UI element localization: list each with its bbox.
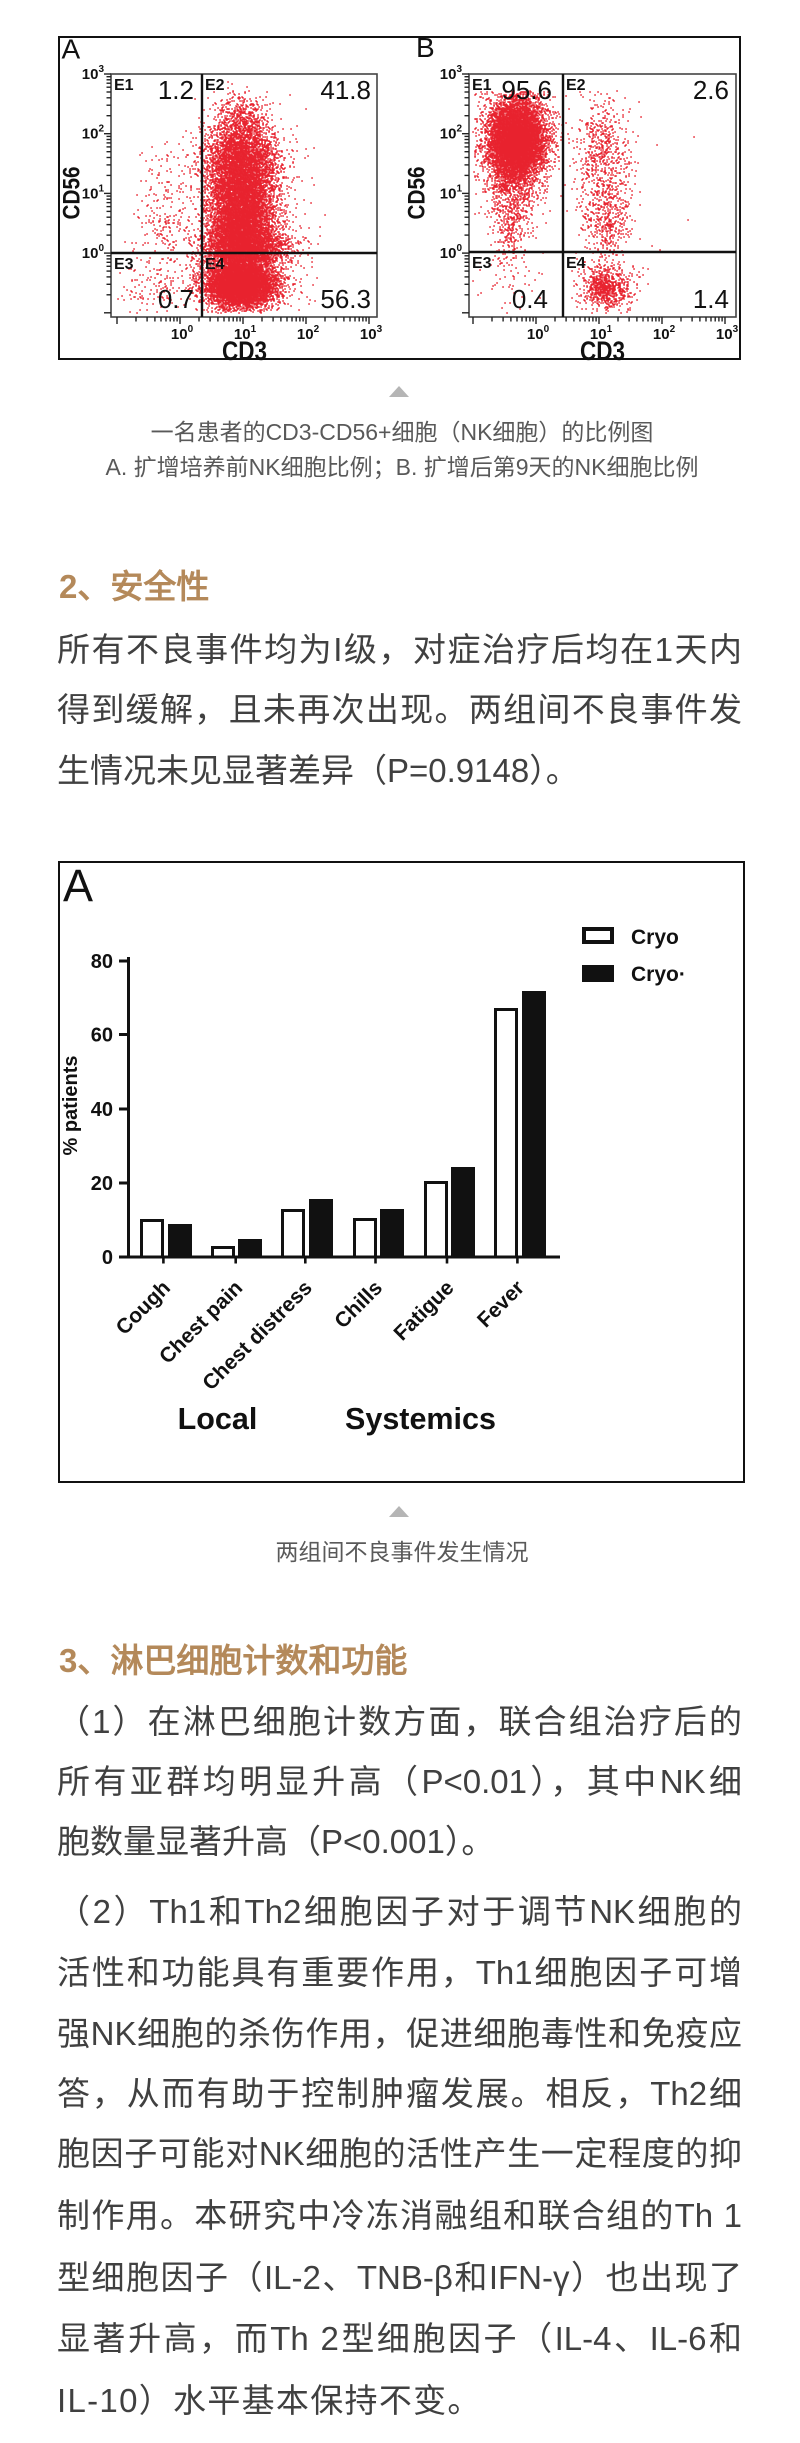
svg-text:CD3: CD3 <box>222 336 267 363</box>
svg-text:2.6: 2.6 <box>693 75 729 105</box>
svg-text:0.4: 0.4 <box>512 284 548 314</box>
svg-text:0: 0 <box>102 1247 113 1269</box>
svg-text:A: A <box>63 861 93 911</box>
svg-text:Cryo: Cryo <box>631 926 679 949</box>
svg-text:E3: E3 <box>472 255 492 272</box>
svg-text:1.4: 1.4 <box>693 284 729 314</box>
svg-text:40: 40 <box>91 1099 113 1121</box>
svg-text:B: B <box>416 34 435 63</box>
svg-text:E2: E2 <box>205 77 225 94</box>
svg-text:80: 80 <box>91 951 113 973</box>
svg-text:CD3: CD3 <box>580 336 625 363</box>
svg-text:E4: E4 <box>205 256 225 273</box>
svg-text:95.6: 95.6 <box>501 75 552 105</box>
svg-text:CD56: CD56 <box>59 167 86 220</box>
svg-text:CD56: CD56 <box>404 167 431 220</box>
svg-text:20: 20 <box>91 1173 113 1195</box>
svg-text:A: A <box>62 34 81 65</box>
svg-text:1.2: 1.2 <box>158 75 194 105</box>
svg-text:E1: E1 <box>114 77 134 94</box>
svg-text:E2: E2 <box>566 77 586 94</box>
svg-text:Systemics: Systemics <box>345 1402 496 1436</box>
svg-text:Local: Local <box>178 1402 258 1436</box>
svg-text:E3: E3 <box>114 256 134 273</box>
svg-text:E1: E1 <box>472 77 492 94</box>
svg-text:56.3: 56.3 <box>320 284 371 314</box>
svg-text:41.8: 41.8 <box>320 75 371 105</box>
svg-text:60: 60 <box>91 1025 113 1047</box>
svg-text:0.7: 0.7 <box>158 284 194 314</box>
svg-text:% patients: % patients <box>60 1055 82 1155</box>
svg-text:E4: E4 <box>566 255 586 272</box>
svg-text:Cryo·: Cryo· <box>631 963 686 986</box>
